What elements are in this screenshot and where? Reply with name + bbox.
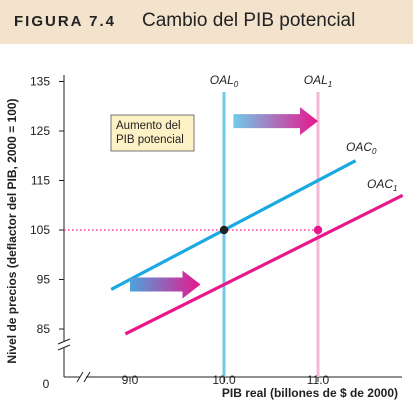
shift-arrow-bottom: [130, 270, 201, 299]
shift-arrow-top: [233, 107, 318, 136]
figure-number: FIGURA 7.4: [14, 13, 116, 30]
annotation-box: [110, 114, 195, 152]
oac-line-1: [124, 193, 404, 336]
oac-label-0: OAC0: [346, 140, 377, 156]
oal-label-1: OAL1: [304, 73, 332, 89]
y-axis-label: Nivel de precios (deflactor del PIB, 200…: [5, 98, 19, 363]
x-axis-break-gap: [80, 373, 86, 381]
x-axis-label: PIB real (billones de $ de 2000): [222, 386, 398, 400]
annotation-text-line: PIB potencial: [116, 134, 184, 146]
y-tick-label: 135: [30, 75, 50, 89]
y-tick-label: 125: [30, 124, 50, 138]
figure-header: FIGURA 7.4 Cambio del PIB potencial: [0, 0, 413, 44]
y-tick-label: 115: [31, 174, 50, 188]
origin-label: 0: [43, 377, 50, 391]
x-axis-break: [76, 371, 84, 383]
annotation-text-line: Aumento del: [116, 120, 181, 132]
x-tick-label: 11.0: [307, 373, 330, 387]
y-axis-break: [57, 344, 71, 351]
equilibrium-point-0: [219, 225, 229, 235]
y-tick-label: 85: [37, 322, 51, 336]
y-tick-label: 95: [37, 273, 51, 287]
x-axis-break: [83, 371, 91, 383]
oac-line-0: [110, 159, 357, 291]
equilibrium-point-1: [313, 225, 323, 235]
oac-label-1: OAC1: [367, 177, 397, 193]
y-axis-break-gap: [58, 342, 70, 348]
x-tick-label: 10.0: [212, 373, 236, 387]
y-tick-label: 105: [30, 223, 50, 237]
figure-title: Cambio del PIB potencial: [142, 10, 356, 31]
x-tick-label: 9.0: [122, 373, 139, 387]
y-axis-break: [57, 338, 71, 345]
oal-label-0: OAL0: [210, 73, 239, 89]
